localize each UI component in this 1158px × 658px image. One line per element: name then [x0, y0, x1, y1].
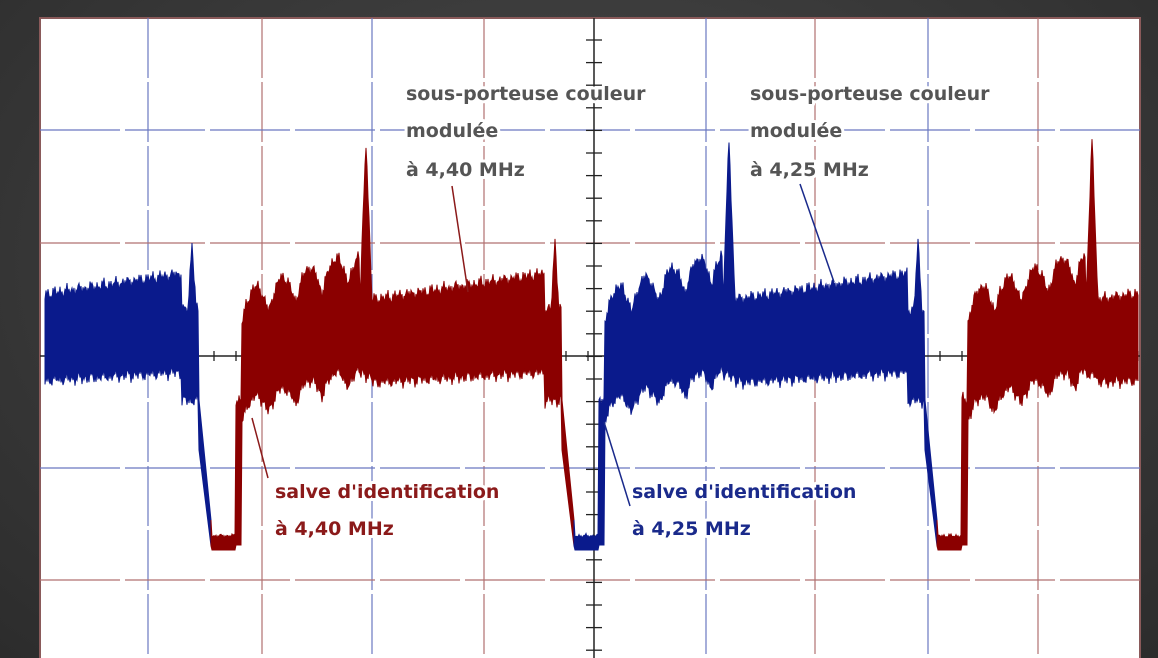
annotation-line: modulée — [406, 120, 498, 142]
annotation-line: à 4,40 MHz — [275, 518, 394, 540]
annotation-line: salve d'identification — [632, 481, 856, 503]
annotation-line: salve d'identification — [275, 481, 499, 503]
annotation-line: à 4,25 MHz — [750, 159, 869, 181]
annotation-line: à 4,40 MHz — [406, 159, 525, 181]
oscilloscope-screen: sous-porteuse couleur modulée à 4,40 MHz… — [0, 0, 1158, 658]
page: sous-porteuse couleur modulée à 4,40 MHz… — [0, 0, 1158, 658]
annotation-line: sous-porteuse couleur — [750, 83, 990, 105]
annotation-line: modulée — [750, 120, 842, 142]
annotation-line: à 4,25 MHz — [632, 518, 751, 540]
annotation-line: sous-porteuse couleur — [406, 83, 646, 105]
